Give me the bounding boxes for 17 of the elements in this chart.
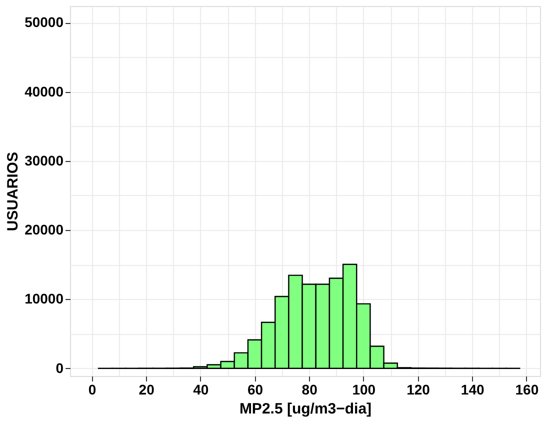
- x-tick-label: 20: [138, 382, 155, 398]
- y-tick-label: 40000: [24, 83, 64, 100]
- y-tick-label: 0: [56, 360, 64, 376]
- x-tick-label: 0: [88, 382, 96, 398]
- y-tick-label: 30000: [24, 152, 64, 168]
- y-tick-label: 10000: [24, 290, 64, 307]
- x-tick-label: 80: [302, 382, 318, 398]
- y-tick-label: 50000: [24, 14, 64, 30]
- x-tick-label: 60: [247, 382, 264, 398]
- x-tick-label: 40: [193, 382, 209, 398]
- x-tick-label: 160: [515, 382, 539, 398]
- x-axis-title: MP2.5 [ug/m3−dia]: [239, 400, 372, 418]
- x-tick-label: 120: [406, 382, 430, 398]
- x-tick-label: 140: [460, 382, 484, 398]
- y-axis-title: USUARIOS: [4, 152, 22, 232]
- x-tick-label: 100: [352, 382, 376, 398]
- y-tick-label: 20000: [24, 222, 64, 238]
